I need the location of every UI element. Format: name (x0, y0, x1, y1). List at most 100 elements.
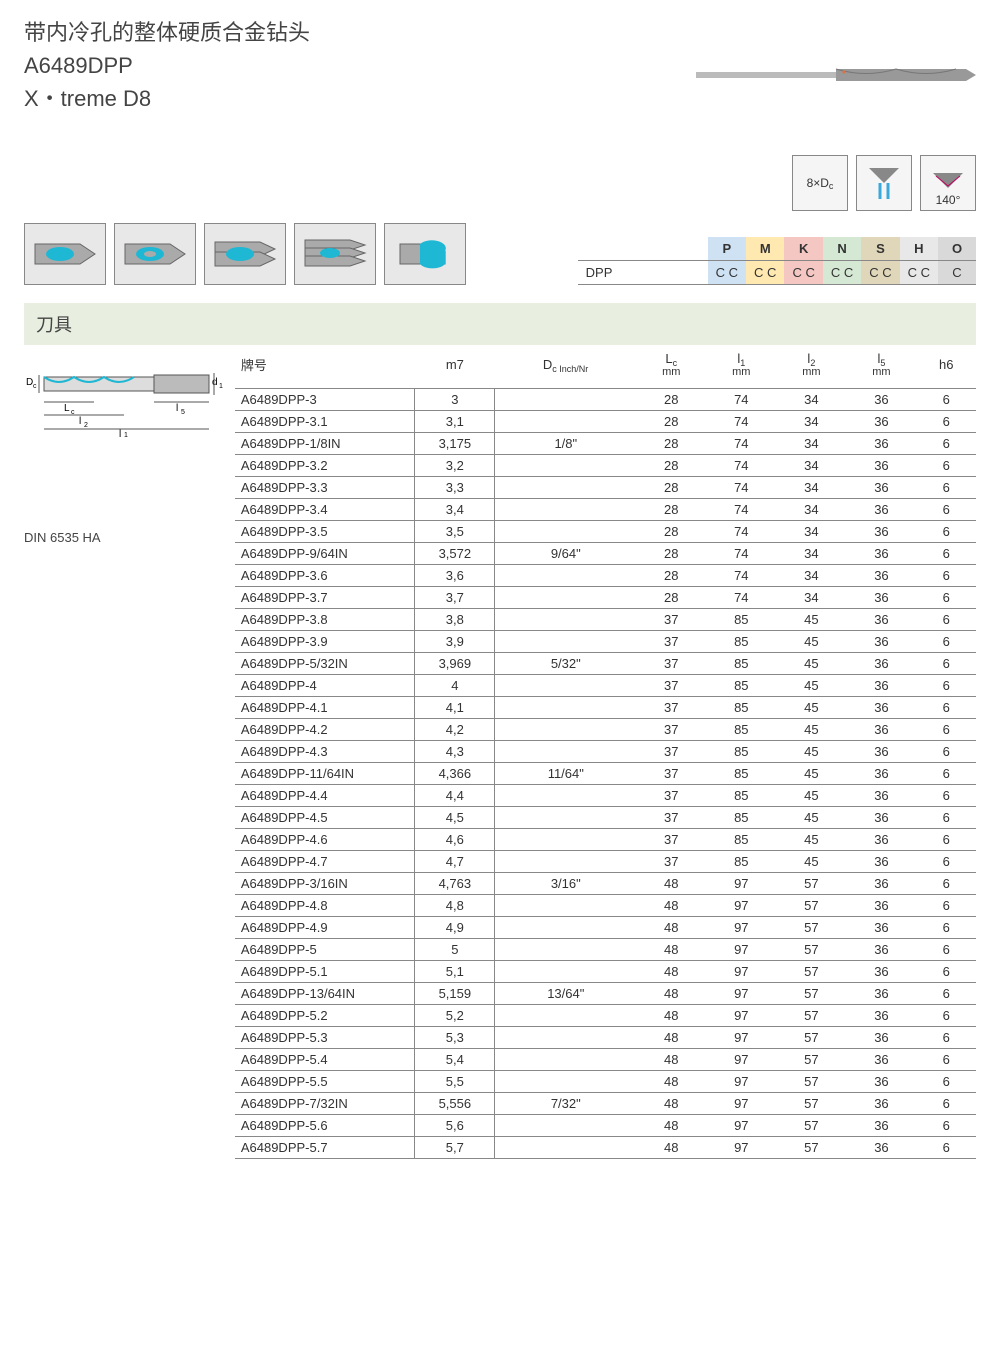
cell-lc: 28 (636, 499, 706, 521)
cell-l5: 36 (846, 455, 916, 477)
cell-l1: 74 (706, 455, 776, 477)
cell-lc: 37 (636, 829, 706, 851)
cell-h6: 6 (916, 587, 976, 609)
cell-l1: 74 (706, 587, 776, 609)
cell-h6: 6 (916, 961, 976, 983)
cell-m7: 5 (415, 939, 495, 961)
cell-part: A6489DPP-4.8 (235, 895, 415, 917)
cell-m7: 3,1 (415, 411, 495, 433)
cell-m7: 4,2 (415, 719, 495, 741)
cell-l5: 36 (846, 653, 916, 675)
cell-lc: 37 (636, 697, 706, 719)
cell-inch: 7/32" (495, 1093, 636, 1115)
table-row: A6489DPP-3.43,4287434366 (235, 499, 976, 521)
cell-h6: 6 (916, 477, 976, 499)
cell-m7: 3,4 (415, 499, 495, 521)
cell-l2: 45 (776, 829, 846, 851)
cell-l1: 85 (706, 653, 776, 675)
cell-part: A6489DPP-5.6 (235, 1115, 415, 1137)
cell-h6: 6 (916, 1049, 976, 1071)
cell-l5: 36 (846, 785, 916, 807)
table-row: A6489DPP-4.14,1378545366 (235, 697, 976, 719)
cell-part: A6489DPP-3.7 (235, 587, 415, 609)
cell-l2: 34 (776, 455, 846, 477)
cell-inch (495, 631, 636, 653)
cell-m7: 4,3 (415, 741, 495, 763)
data-table: 牌号 m7 Dc Inch/Nr Lcmm l1mm l2mm l5mm h6 … (235, 345, 976, 1159)
cell-inch (495, 455, 636, 477)
cell-l5: 36 (846, 587, 916, 609)
col-l5: l5mm (846, 345, 916, 389)
cell-h6: 6 (916, 807, 976, 829)
cell-l1: 97 (706, 1027, 776, 1049)
cell-h6: 6 (916, 1093, 976, 1115)
cell-part: A6489DPP-4.9 (235, 917, 415, 939)
cell-l1: 97 (706, 939, 776, 961)
cell-l5: 36 (846, 521, 916, 543)
cell-l5: 36 (846, 1071, 916, 1093)
section-title: 刀具 (24, 303, 976, 345)
cell-m7: 5,5 (415, 1071, 495, 1093)
cell-h6: 6 (916, 565, 976, 587)
process-icons (24, 223, 466, 285)
table-row: A6489DPP-3.33,3287434366 (235, 477, 976, 499)
cell-m7: 3,6 (415, 565, 495, 587)
cell-part: A6489DPP-3.3 (235, 477, 415, 499)
cell-h6: 6 (916, 719, 976, 741)
cell-m7: 5,556 (415, 1093, 495, 1115)
cell-part: A6489DPP-3.9 (235, 631, 415, 653)
cell-h6: 6 (916, 939, 976, 961)
cell-part: A6489DPP-3.8 (235, 609, 415, 631)
cell-h6: 6 (916, 741, 976, 763)
table-row: A6489DPP-4.54,5378545366 (235, 807, 976, 829)
cell-m7: 3,2 (415, 455, 495, 477)
cell-part: A6489DPP-5.2 (235, 1005, 415, 1027)
drill-photo-icon (696, 66, 976, 84)
cell-l5: 36 (846, 763, 916, 785)
cell-l2: 34 (776, 543, 846, 565)
cell-l5: 36 (846, 631, 916, 653)
cell-inch (495, 1071, 636, 1093)
cell-inch (495, 895, 636, 917)
cell-part: A6489DPP-3.1 (235, 411, 415, 433)
cell-m7: 3,5 (415, 521, 495, 543)
coolant-icon (856, 155, 912, 211)
cell-m7: 5,3 (415, 1027, 495, 1049)
table-row: A6489DPP-7/32IN5,5567/32"489757366 (235, 1093, 976, 1115)
cell-l1: 97 (706, 917, 776, 939)
mat-col-p: P (708, 237, 746, 261)
cell-l1: 74 (706, 565, 776, 587)
col-lc: Lcmm (636, 345, 706, 389)
cell-part: A6489DPP-5 (235, 939, 415, 961)
cell-h6: 6 (916, 697, 976, 719)
cell-l2: 45 (776, 807, 846, 829)
cell-part: A6489DPP-3.6 (235, 565, 415, 587)
cell-l5: 36 (846, 741, 916, 763)
cell-l2: 45 (776, 609, 846, 631)
cell-lc: 48 (636, 1115, 706, 1137)
cell-lc: 48 (636, 1005, 706, 1027)
table-row: A6489DPP-44378545366 (235, 675, 976, 697)
table-row: A6489DPP-13/64IN5,15913/64"489757366 (235, 983, 976, 1005)
cell-l5: 36 (846, 851, 916, 873)
cell-l2: 57 (776, 917, 846, 939)
col-m7: m7 (415, 345, 495, 389)
cell-l2: 57 (776, 1071, 846, 1093)
table-row: A6489DPP-4.84,8489757366 (235, 895, 976, 917)
cell-inch: 9/64" (495, 543, 636, 565)
cell-h6: 6 (916, 455, 976, 477)
cell-part: A6489DPP-3 (235, 389, 415, 411)
model: A6489DPP (24, 49, 310, 82)
table-row: A6489DPP-5.55,5489757366 (235, 1071, 976, 1093)
cell-lc: 37 (636, 631, 706, 653)
cell-inch: 11/64" (495, 763, 636, 785)
cell-l5: 36 (846, 477, 916, 499)
cell-l2: 34 (776, 389, 846, 411)
cell-l5: 36 (846, 389, 916, 411)
cell-lc: 48 (636, 939, 706, 961)
cell-inch: 1/8" (495, 433, 636, 455)
cell-h6: 6 (916, 785, 976, 807)
svg-text:l: l (119, 429, 121, 437)
cell-inch (495, 741, 636, 763)
cell-m7: 4,366 (415, 763, 495, 785)
